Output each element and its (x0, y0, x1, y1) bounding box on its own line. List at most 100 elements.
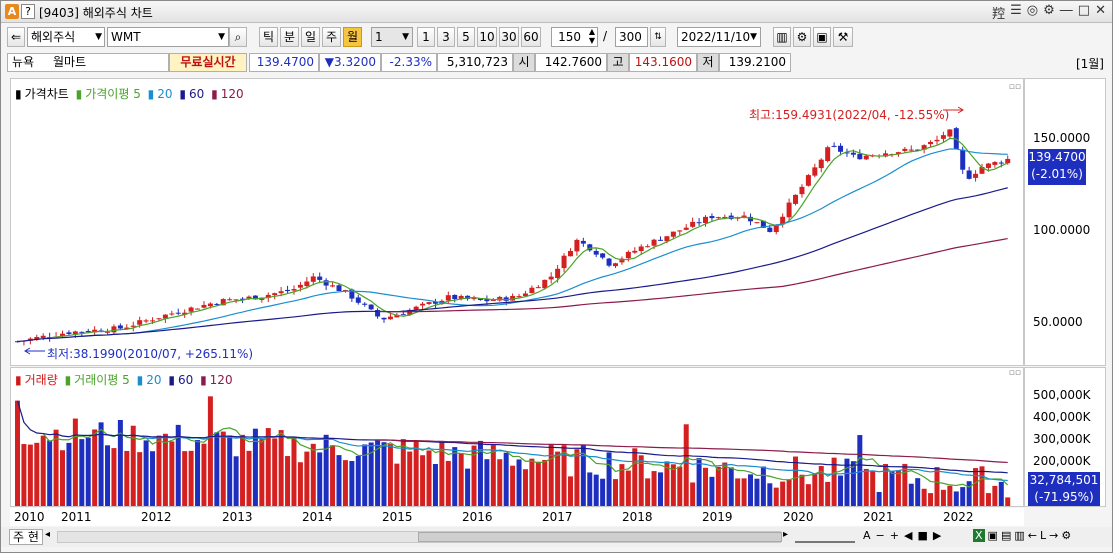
scroll-right-icon[interactable]: ▸ (783, 529, 789, 540)
count-stepper[interactable]: 150 ▲ ▼ (551, 27, 598, 47)
total-input[interactable]: 300 (615, 27, 648, 47)
settings-gear-icon[interactable]: ⚙ (1043, 3, 1055, 18)
candle (574, 239, 580, 252)
zoom-slider[interactable] (795, 531, 855, 543)
scrollbar-thumb[interactable] (418, 532, 782, 542)
arrow-left-icon[interactable]: ← (1027, 529, 1037, 542)
panel-close-icon[interactable]: ▫▫ (1008, 82, 1021, 92)
volume-bar (953, 491, 959, 506)
chart-type-icon[interactable]: ▥ (773, 27, 791, 47)
line-tool-icon[interactable]: L (1039, 529, 1047, 542)
scroll-left-icon[interactable]: ◂ (45, 529, 51, 540)
period-month-button[interactable]: 월 (343, 27, 362, 47)
candle (317, 276, 323, 280)
font-icon[interactable]: A (863, 529, 871, 542)
interval-10-button[interactable]: 10 (477, 27, 497, 47)
candle (522, 293, 528, 297)
prev-icon[interactable]: ◀ (903, 529, 913, 542)
low-arrow-icon (24, 347, 45, 355)
stepper-arrows-icon[interactable]: ▲ ▼ (588, 27, 595, 45)
settings-icon[interactable]: ⚙ (793, 27, 811, 47)
arrow-right-icon[interactable]: → (1049, 529, 1059, 542)
zoom-arrows-icon[interactable]: ⇅ (650, 27, 666, 47)
period-minute-button[interactable]: 분 (280, 27, 299, 47)
stop-icon[interactable]: ■ (917, 529, 928, 542)
volume-bar (889, 471, 895, 506)
excel-icon[interactable]: X (973, 529, 985, 542)
candle (645, 246, 651, 248)
pin-icon[interactable]: 羫 (992, 7, 1006, 22)
candle (838, 145, 844, 152)
candle (715, 217, 721, 219)
zoom-out-icon[interactable]: − (875, 529, 885, 542)
volume-bar (645, 478, 651, 506)
volume-bar (696, 458, 702, 506)
date-picker[interactable]: 2022/11/10 ▼ (677, 27, 761, 47)
pin-toggle-icon[interactable]: ⇐ (7, 27, 25, 47)
realtime-label[interactable]: 무료실시간 (169, 53, 247, 72)
minimize-icon[interactable]: ― (1059, 3, 1073, 18)
interval-60-button[interactable]: 60 (521, 27, 541, 47)
volume-bar (793, 456, 799, 506)
interval-5-button[interactable]: 5 (457, 27, 475, 47)
save-icon[interactable]: ▣ (987, 529, 998, 542)
candle (593, 250, 599, 255)
menu-icon[interactable]: ☰ (1010, 3, 1022, 18)
candle (92, 329, 98, 333)
interval-1-button[interactable]: 1 (417, 27, 435, 47)
interval-30-button[interactable]: 30 (499, 27, 519, 47)
close-icon[interactable]: ✕ (1095, 3, 1106, 18)
settings-icon[interactable]: ⚙ (1061, 529, 1072, 542)
volume-bar (400, 439, 406, 506)
interval-3-button[interactable]: 3 (437, 27, 455, 47)
tools-icon[interactable]: ⚒ (833, 27, 853, 47)
zoom-in-icon[interactable]: + (889, 529, 899, 542)
maximize-icon[interactable]: □ (1077, 3, 1091, 18)
print-icon[interactable]: ▤ (1000, 529, 1012, 542)
horizontal-scrollbar[interactable] (57, 531, 782, 543)
candle (722, 216, 728, 219)
camera-icon[interactable]: ◎ (1026, 3, 1039, 18)
period-week-button[interactable]: 주 (322, 27, 341, 47)
period-day-button[interactable]: 일 (301, 27, 320, 47)
volume-bar (670, 464, 676, 506)
volume-bar (227, 435, 233, 506)
panel-close-icon[interactable]: ▫▫ (1008, 368, 1021, 378)
volume-bar (381, 442, 387, 506)
multiplier-value: 1 (375, 30, 383, 44)
x-tick: 2016 (462, 510, 493, 524)
volume-bar (529, 458, 535, 506)
multiplier-select[interactable]: 1 ▼ (371, 27, 413, 47)
low-annotation: 최저:38.1990(2010/07, +265.11%) (47, 347, 254, 361)
volume-bar (246, 450, 252, 506)
candle (156, 318, 162, 320)
x-tick: 2010 (14, 510, 45, 524)
help-icon[interactable]: ? (21, 4, 35, 19)
candle (201, 304, 207, 308)
price-chart-panel[interactable]: ▮ 가격차트 ▮ 가격이평 5 ▮ 20 ▮ 60 ▮ 120 ▫▫ 최고:159.493… (10, 78, 1024, 366)
legend-ma5: 가격이평 5 (85, 87, 141, 101)
volume-bar (902, 463, 908, 506)
search-icon[interactable]: ⌕ (229, 27, 247, 47)
symbol-input[interactable]: WMT ▼ (107, 27, 229, 47)
market-select[interactable]: 해외주식 ▼ (27, 27, 105, 47)
volume-bar (304, 451, 310, 506)
candle (336, 285, 342, 292)
volume-bar (831, 457, 837, 506)
candle (465, 295, 471, 299)
period-label[interactable]: 주 현 (9, 529, 43, 545)
count-separator: / (603, 29, 608, 43)
layout-icon[interactable]: ▥ (1014, 529, 1025, 542)
volume-chart-panel[interactable]: ▮ 거래량 ▮ 거래이평 5 ▮ 20 ▮ 60 ▮ 120 ▫▫ (10, 367, 1024, 507)
app-logo-icon[interactable]: A (5, 4, 19, 19)
volume-bar (497, 459, 503, 506)
next-icon[interactable]: ▶ (932, 529, 942, 542)
volume-bar (53, 429, 59, 506)
period-tick-button[interactable]: 틱 (259, 27, 278, 47)
volume-bar (728, 467, 734, 506)
chevron-down-icon: ▼ (402, 32, 409, 42)
save-icon[interactable]: ▣ (813, 27, 831, 47)
volume-bar (66, 442, 72, 506)
volume-bar (960, 487, 966, 506)
